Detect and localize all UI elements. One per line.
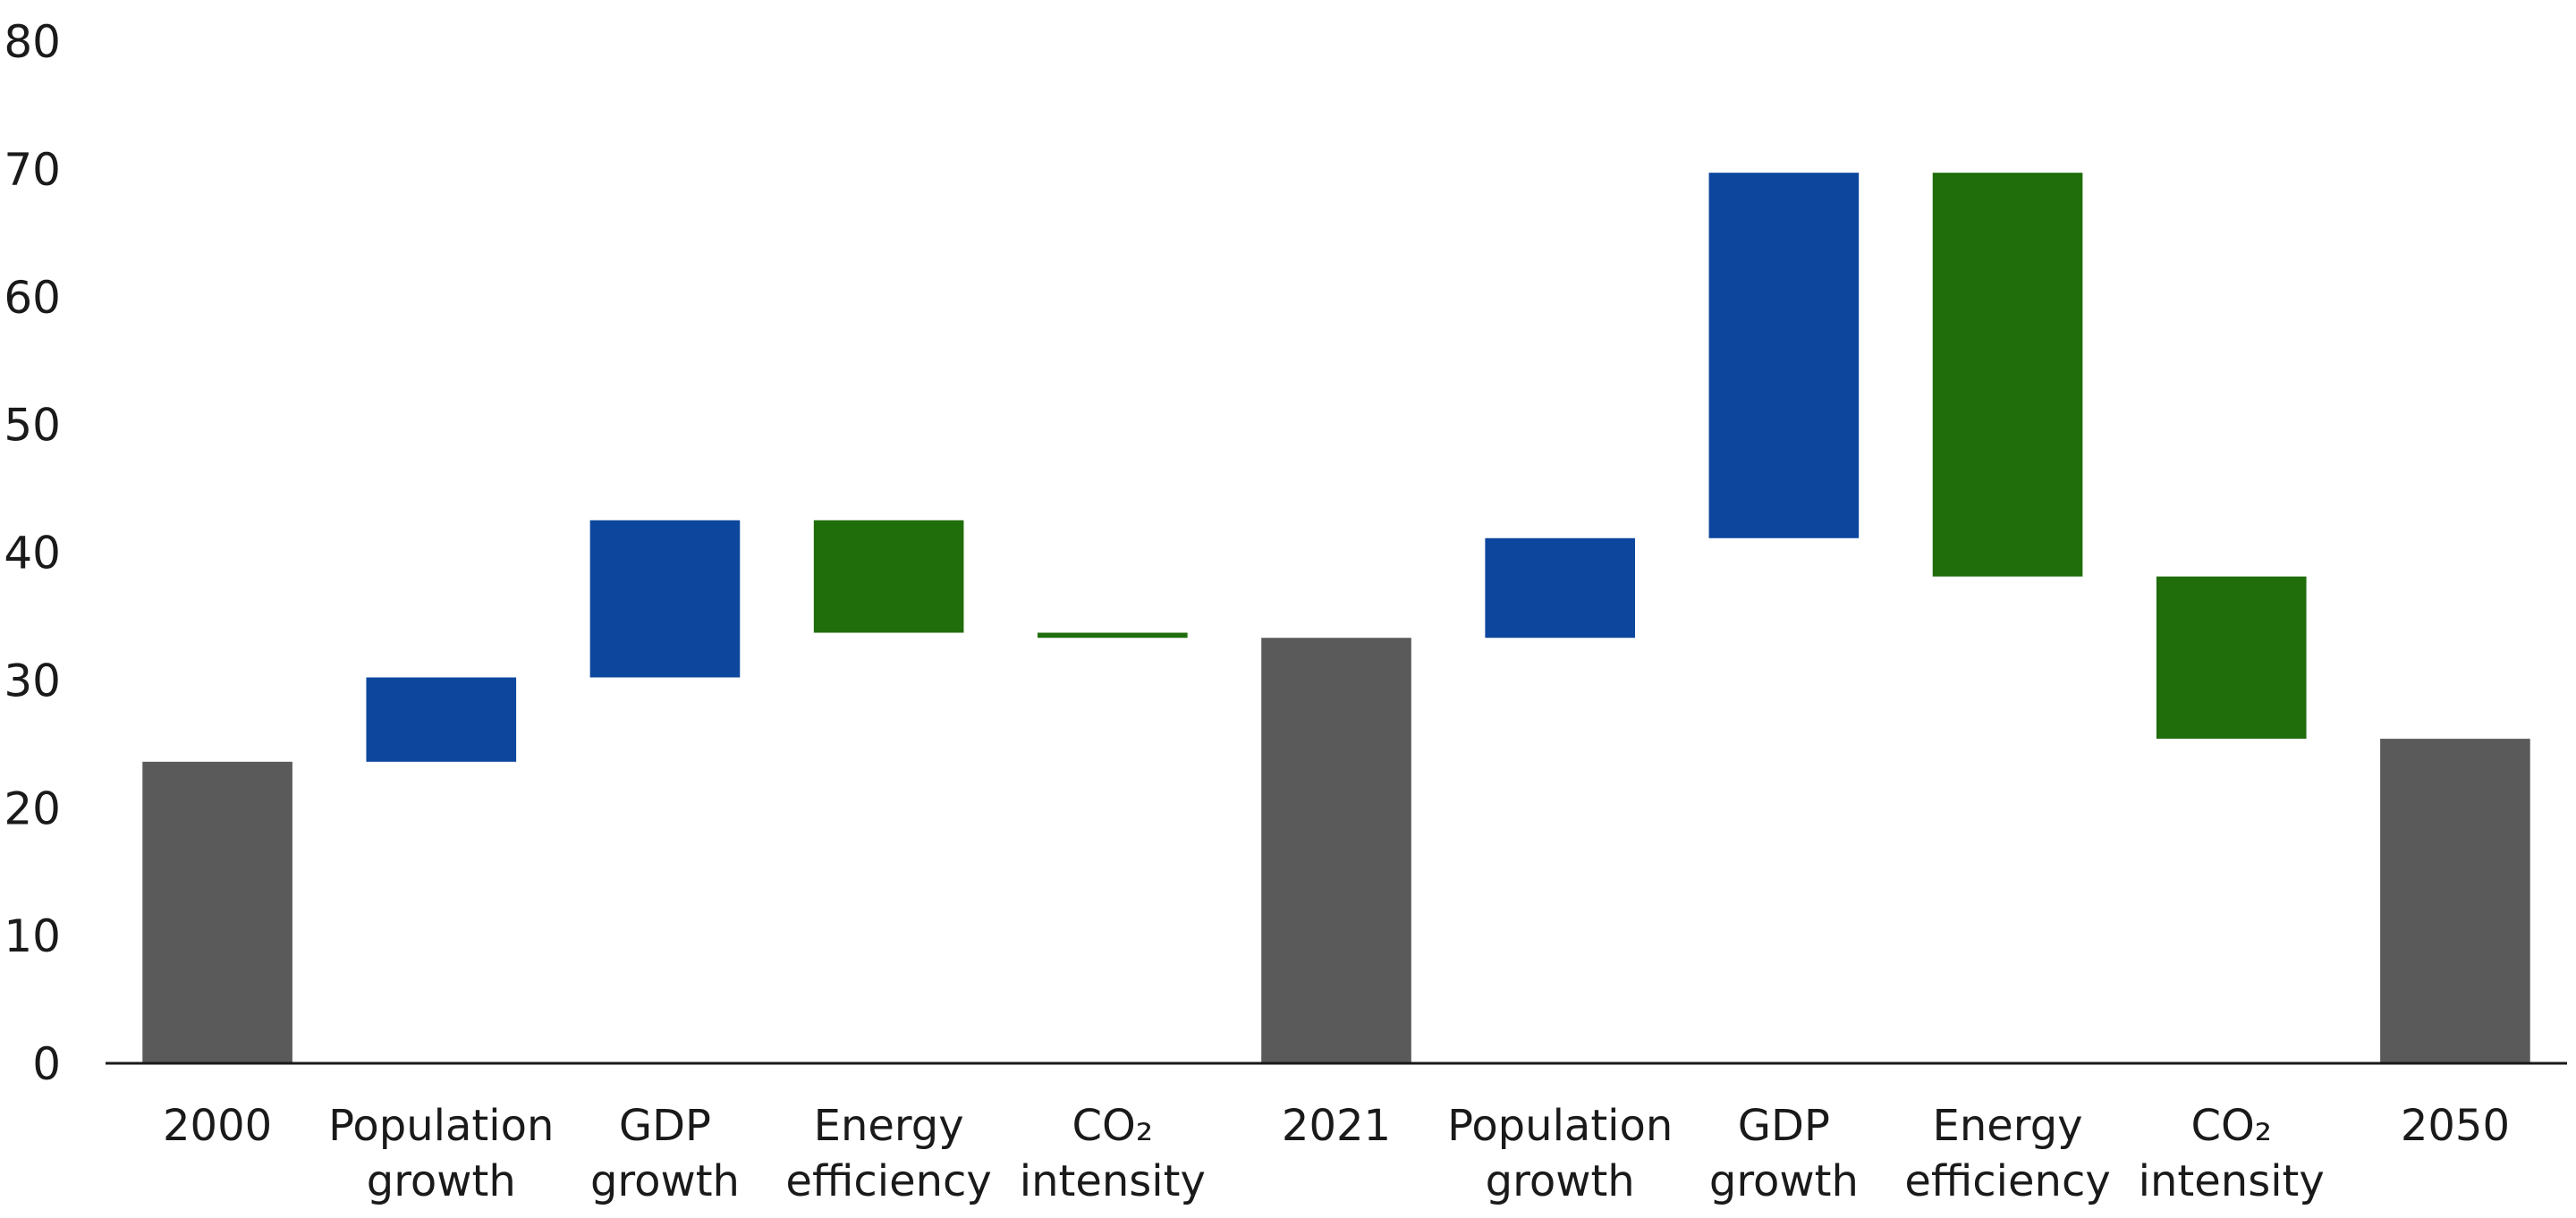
category-label: CO₂ intensity (1020, 1101, 1206, 1206)
category-label: Energy efficiency (785, 1101, 991, 1206)
category-label: GDP growth (1709, 1101, 1859, 1206)
category-label-line: CO₂ (1072, 1101, 1154, 1151)
y-tick-label: 70 (4, 144, 61, 196)
y-axis-tick-labels: 0 10 20 30 40 50 60 70 80 (4, 16, 61, 1090)
category-label-line: Population (328, 1101, 554, 1151)
category-label: Population growth (328, 1101, 554, 1206)
category-label: Population growth (1447, 1101, 1673, 1206)
category-label-line: Energy (814, 1101, 964, 1151)
category-label-line: CO₂ (2190, 1101, 2272, 1151)
category-label: 2021 (1282, 1101, 1391, 1151)
y-tick-label: 50 (4, 400, 61, 452)
category-label-line: 2000 (163, 1101, 272, 1151)
category-label-line: GDP (1738, 1101, 1830, 1151)
bar-decrease (2156, 576, 2307, 740)
category-label-line: intensity (2139, 1156, 2325, 1206)
category-label-line: Population (1447, 1101, 1673, 1151)
bar-increase (366, 677, 517, 762)
bar-total (1261, 638, 1411, 1063)
bar-increase (1708, 173, 1860, 538)
category-label: Energy efficiency (1904, 1101, 2110, 1206)
bar-decrease (1932, 173, 2083, 577)
y-tick-label: 0 (32, 1038, 61, 1090)
category-label-line: intensity (1020, 1156, 1206, 1206)
category-label-line: 2050 (2401, 1101, 2510, 1151)
bar-decrease (813, 520, 964, 633)
bar-decrease (1038, 632, 1188, 639)
category-label-line: Energy (1933, 1101, 2083, 1151)
bar-increase (589, 520, 741, 678)
bar-total (142, 761, 292, 1063)
y-tick-label: 20 (4, 782, 61, 834)
y-tick-label: 30 (4, 655, 61, 706)
category-label: GDP growth (590, 1101, 740, 1206)
category-label-line: efficiency (1904, 1156, 2110, 1206)
bar-increase (1485, 537, 1635, 639)
category-label-line: growth (1709, 1156, 1859, 1206)
category-label: 2000 (163, 1101, 272, 1151)
category-label-line: 2021 (1282, 1101, 1391, 1151)
y-tick-label: 80 (4, 16, 61, 68)
bar-total (2380, 739, 2530, 1063)
bars (142, 173, 2530, 1063)
category-label-line: efficiency (785, 1156, 991, 1206)
category-label-line: growth (590, 1156, 740, 1206)
y-tick-label: 40 (4, 528, 61, 579)
y-tick-label: 10 (4, 910, 61, 962)
category-label: 2050 (2401, 1101, 2510, 1151)
y-tick-label: 60 (4, 272, 61, 324)
category-label-line: growth (367, 1156, 516, 1206)
category-label-line: GDP (619, 1101, 711, 1151)
category-label-line: growth (1486, 1156, 1635, 1206)
category-label: CO₂ intensity (2139, 1101, 2325, 1206)
